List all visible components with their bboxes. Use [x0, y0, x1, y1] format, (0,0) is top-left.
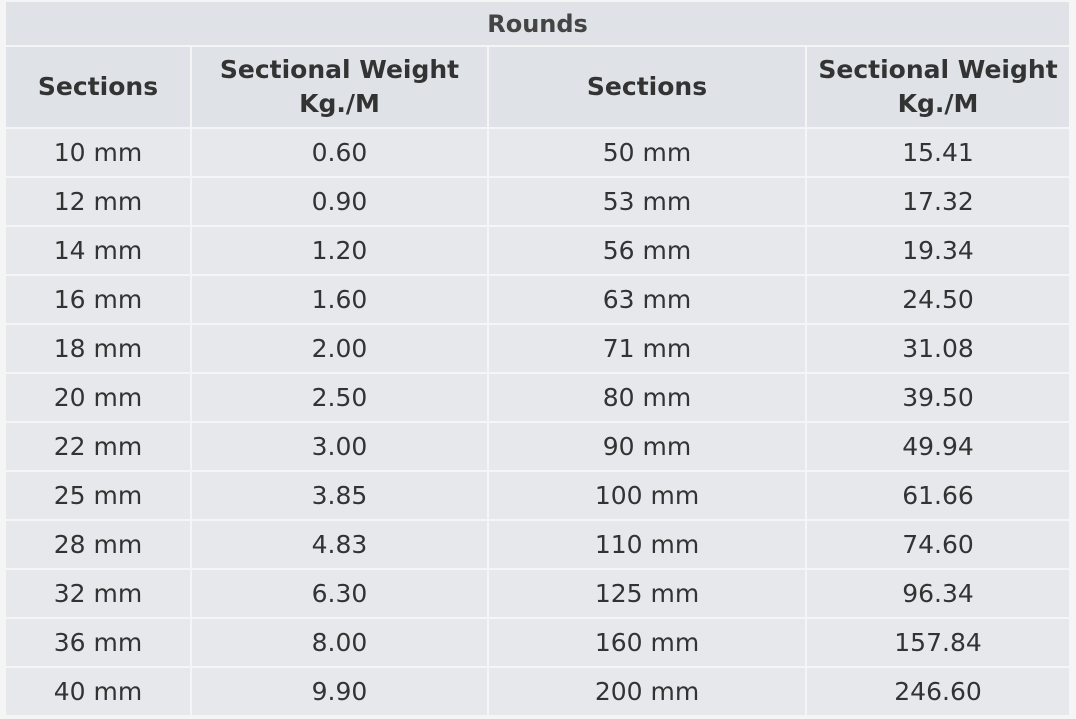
- cell-section: 25 mm: [4, 470, 192, 521]
- cell-sectional-weight: 6.30: [190, 568, 489, 619]
- cell-section: 32 mm: [4, 568, 192, 619]
- cell-section: 100 mm: [487, 470, 807, 521]
- cell-section: 160 mm: [487, 617, 807, 668]
- cell-sectional-weight: 1.60: [190, 274, 489, 325]
- header-text: Sections: [586, 72, 708, 101]
- header-text: Sectional Weight: [219, 55, 460, 84]
- cell-section: 50 mm: [487, 127, 807, 178]
- cell-section: 20 mm: [4, 372, 192, 423]
- cell-section: 200 mm: [487, 666, 807, 717]
- cell-sectional-weight: 96.34: [804, 568, 1072, 619]
- cell-sectional-weight: 15.41: [804, 127, 1072, 178]
- table-row: 40 mm 9.90 200 mm 246.60: [4, 666, 1072, 717]
- cell-sectional-weight: 0.60: [190, 127, 489, 178]
- cell-section: 28 mm: [4, 519, 192, 570]
- cell-section: 10 mm: [4, 127, 192, 178]
- cell-sectional-weight: 3.00: [190, 421, 489, 472]
- cell-sectional-weight: 4.83: [190, 519, 489, 570]
- table-row: 14 mm 1.20 56 mm 19.34: [4, 225, 1072, 276]
- table-row: 28 mm 4.83 110 mm 74.60: [4, 519, 1072, 570]
- table-row: 36 mm 8.00 160 mm 157.84: [4, 617, 1072, 668]
- cell-sectional-weight: 49.94: [804, 421, 1072, 472]
- table-row: 16 mm 1.60 63 mm 24.50: [4, 274, 1072, 325]
- cell-section: 12 mm: [4, 176, 192, 227]
- cell-sectional-weight: 1.20: [190, 225, 489, 276]
- column-header-sectional-weight: Sectional Weight Kg./M: [190, 45, 489, 129]
- table-row: 12 mm 0.90 53 mm 17.32: [4, 176, 1072, 227]
- cell-sectional-weight: 19.34: [804, 225, 1072, 276]
- header-text: Sections: [37, 72, 159, 101]
- cell-section: 90 mm: [487, 421, 807, 472]
- cell-section: 53 mm: [487, 176, 807, 227]
- cell-sectional-weight: 2.00: [190, 323, 489, 374]
- cell-section: 125 mm: [487, 568, 807, 619]
- cell-sectional-weight: 2.50: [190, 372, 489, 423]
- table-title: Rounds: [3, 0, 1072, 47]
- table-row: 25 mm 3.85 100 mm 61.66: [4, 470, 1072, 521]
- table-row: 22 mm 3.00 90 mm 49.94: [4, 421, 1072, 472]
- cell-section: 18 mm: [4, 323, 192, 374]
- cell-sectional-weight: 39.50: [804, 372, 1072, 423]
- cell-section: 16 mm: [4, 274, 192, 325]
- table-row: 20 mm 2.50 80 mm 39.50: [4, 372, 1072, 423]
- column-header-sectional-weight: Sectional Weight Kg./M: [804, 45, 1072, 129]
- column-header-sections: Sections: [4, 45, 192, 129]
- cell-section: 110 mm: [487, 519, 807, 570]
- column-header-sections: Sections: [487, 45, 807, 129]
- cell-section: 36 mm: [4, 617, 192, 668]
- table-body: 10 mm 0.60 50 mm 15.41 12 mm 0.90 53 mm 17.32 14…: [4, 127, 1072, 717]
- header-unit: Kg./M: [897, 89, 979, 118]
- rounds-table-container: Rounds Sections Sectional Weight Kg./M S…: [3, 0, 1072, 717]
- rounds-weight-table: Rounds Sections Sectional Weight Kg./M S…: [3, 0, 1072, 717]
- cell-section: 80 mm: [487, 372, 807, 423]
- cell-sectional-weight: 24.50: [804, 274, 1072, 325]
- cell-section: 63 mm: [487, 274, 807, 325]
- cell-sectional-weight: 31.08: [804, 323, 1072, 374]
- table-header-row: Sections Sectional Weight Kg./M Sections…: [4, 45, 1072, 129]
- cell-section: 56 mm: [487, 225, 807, 276]
- cell-section: 22 mm: [4, 421, 192, 472]
- cell-sectional-weight: 8.00: [190, 617, 489, 668]
- cell-sectional-weight: 0.90: [190, 176, 489, 227]
- cell-sectional-weight: 157.84: [804, 617, 1072, 668]
- cell-sectional-weight: 9.90: [190, 666, 489, 717]
- table-row: 10 mm 0.60 50 mm 15.41: [4, 127, 1072, 178]
- header-text: Sectional Weight: [818, 55, 1058, 84]
- cell-section: 14 mm: [4, 225, 192, 276]
- table-row: 18 mm 2.00 71 mm 31.08: [4, 323, 1072, 374]
- header-unit: Kg./M: [299, 89, 380, 118]
- cell-sectional-weight: 74.60: [804, 519, 1072, 570]
- table-title-row: Rounds: [3, 0, 1072, 47]
- cell-sectional-weight: 17.32: [804, 176, 1072, 227]
- cell-sectional-weight: 246.60: [804, 666, 1072, 717]
- cell-section: 71 mm: [487, 323, 807, 374]
- cell-sectional-weight: 61.66: [804, 470, 1072, 521]
- cell-section: 40 mm: [4, 666, 192, 717]
- table-row: 32 mm 6.30 125 mm 96.34: [4, 568, 1072, 619]
- cell-sectional-weight: 3.85: [190, 470, 489, 521]
